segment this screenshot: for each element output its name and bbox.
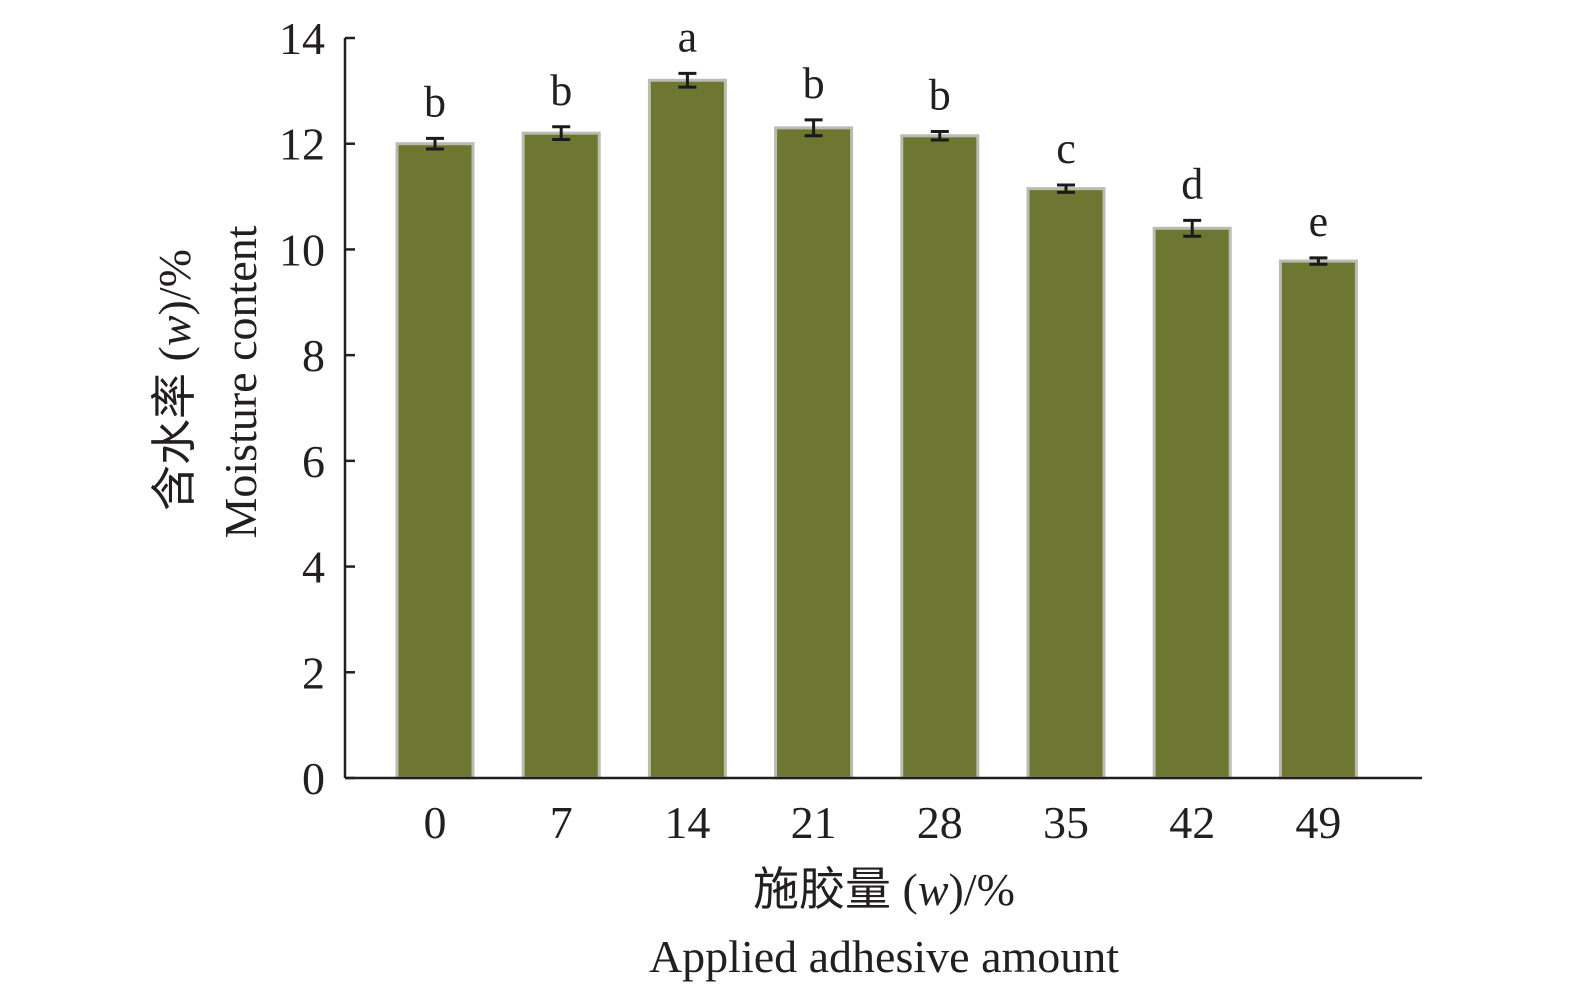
error-bar (552, 125, 571, 141)
error-bar (804, 118, 823, 138)
error-bar (1183, 218, 1202, 238)
bar (1152, 226, 1232, 780)
y-axis-title-suffix: )/% (149, 249, 200, 315)
x-ticks-layer: 0 7 14 21 28 35 42 49 (424, 797, 1342, 848)
error-bar (930, 130, 949, 142)
x-axis-title-var: w (918, 864, 949, 915)
x-axis-title-zh: 施胶量 (w)/% (753, 864, 1015, 915)
x-tick-label: 0 (424, 797, 447, 848)
y-axis-title-var: w (149, 315, 200, 346)
significance-letter: b (803, 59, 825, 108)
significance-letter: e (1309, 197, 1329, 246)
y-tick-label: 12 (279, 119, 325, 170)
axes-layer (343, 38, 1422, 780)
x-tick-label: 42 (1169, 797, 1215, 848)
bars-layer (395, 78, 1358, 780)
significance-letter: b (929, 71, 951, 120)
error-bar (426, 136, 444, 151)
y-tick-label: 8 (302, 330, 325, 381)
y-tick-label: 2 (302, 647, 325, 698)
significance-letter: a (678, 12, 698, 61)
significance-letter: d (1181, 159, 1203, 208)
x-tick-label: 28 (917, 797, 963, 848)
bar (774, 126, 854, 780)
y-axis-title-zh-prefix: 含水率 ( (149, 346, 200, 511)
y-tick-label: 10 (279, 224, 325, 275)
bar (521, 131, 601, 780)
error-bar (1309, 256, 1328, 266)
y-tick-label: 4 (302, 542, 325, 593)
x-tick-label: 35 (1043, 797, 1089, 848)
x-tick-label: 14 (664, 797, 710, 848)
bar (647, 78, 727, 780)
bar (1026, 187, 1106, 780)
significance-letter: c (1056, 124, 1076, 173)
y-tick-label: 14 (279, 13, 325, 64)
bar (1278, 259, 1358, 780)
y-axis-title-en: Moisture content (215, 225, 266, 538)
x-axis-title-en: Applied adhesive amount (649, 931, 1119, 982)
error-bar (678, 71, 697, 89)
x-axis-title-zh-prefix: 施胶量 ( (753, 864, 918, 915)
significance-letter: b (424, 77, 446, 126)
error-bar (1057, 183, 1075, 194)
x-tick-label: 21 (791, 797, 837, 848)
significance-letters-layer: b b a b b c d e (424, 12, 1328, 245)
y-axis-title-zh: 含水率 (w)/% (149, 249, 200, 511)
x-tick-label: 7 (550, 797, 573, 848)
error-bars-layer (426, 71, 1328, 266)
x-tick-label: 49 (1295, 797, 1341, 848)
significance-letter: b (550, 66, 572, 115)
y-tick-label: 6 (302, 436, 325, 487)
bar (395, 142, 475, 780)
y-ticks-layer: 0 2 4 6 8 10 12 14 (279, 13, 355, 804)
y-tick-label: 0 (302, 753, 325, 804)
x-axis-title-suffix: )/% (949, 864, 1015, 915)
bar (900, 134, 980, 780)
